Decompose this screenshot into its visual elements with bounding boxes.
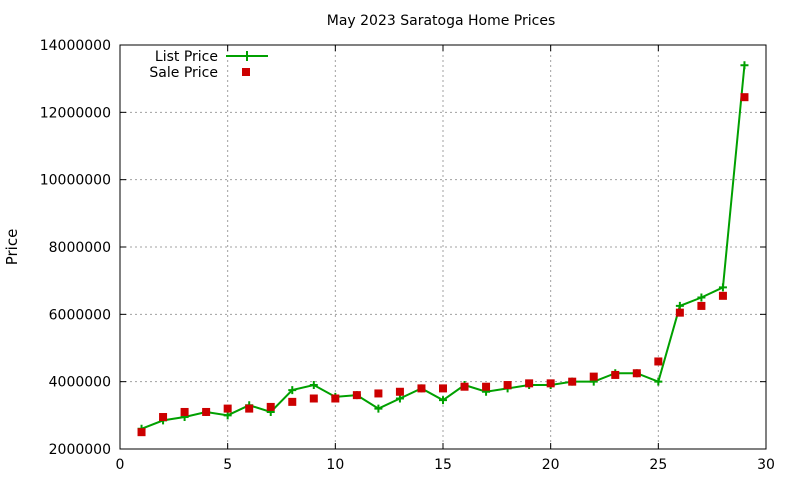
sale-price-point <box>223 404 232 413</box>
sale-price-point <box>525 379 534 388</box>
list-price-point <box>675 301 684 310</box>
x-tick-label: 20 <box>542 457 560 473</box>
sale-price-point <box>503 381 512 390</box>
x-tick-label: 25 <box>649 457 667 473</box>
x-tick-label: 5 <box>223 457 232 473</box>
sale-price-point <box>546 379 555 388</box>
x-tick-label: 0 <box>116 457 125 473</box>
sale-price-point <box>568 377 577 386</box>
list-price-point <box>374 404 383 413</box>
sale-price-point <box>245 404 254 413</box>
sale-price-point <box>482 382 491 391</box>
sale-price-point <box>309 394 318 403</box>
y-tick-labels: 2000000 4000000 6000000 8000000 10000000 1200… <box>40 38 111 458</box>
y-tick-label: 8000000 <box>49 240 111 256</box>
sale-price-point <box>266 402 275 411</box>
sale-price-point <box>697 301 706 310</box>
list-price-point <box>223 411 232 420</box>
sale-price-point <box>288 397 297 406</box>
x-tick-label: 15 <box>434 457 452 473</box>
sale-price-point <box>352 391 361 400</box>
sale-price-point <box>718 291 727 300</box>
sale-price-point <box>395 387 404 396</box>
sale-price-point <box>589 372 598 381</box>
sale-price-point <box>460 382 469 391</box>
sale-price-point <box>654 357 663 366</box>
sale-price-point <box>331 394 340 403</box>
list-price-point <box>718 283 727 292</box>
x-tick-labels: 0 5 10 15 20 25 30 <box>116 457 775 473</box>
sale-price-point <box>417 384 426 393</box>
y-axis-label: Price <box>3 229 21 266</box>
x-tick-label: 10 <box>326 457 344 473</box>
y-tick-label: 14000000 <box>40 38 111 54</box>
legend-marker-sale-price <box>242 68 250 76</box>
list-price-point <box>697 293 706 302</box>
y-tick-label: 6000000 <box>49 307 111 323</box>
chart-title: May 2023 Saratoga Home Prices <box>327 13 555 29</box>
axes <box>119 44 767 450</box>
list-price-point <box>740 61 749 70</box>
series-layer <box>137 61 749 437</box>
sale-price-point <box>439 384 447 393</box>
legend: List Price Sale Price <box>149 49 268 81</box>
sale-price-point <box>675 308 684 317</box>
list-price-point <box>395 394 404 403</box>
sale-price-point <box>740 93 749 102</box>
sale-price-point <box>632 369 641 378</box>
legend-label-list-price: List Price <box>155 49 218 65</box>
sale-price-point <box>137 428 146 437</box>
list-price-point <box>288 386 297 395</box>
y-tick-label: 10000000 <box>40 173 111 189</box>
y-tick-label: 4000000 <box>49 375 111 391</box>
y-tick-label: 12000000 <box>40 105 111 121</box>
sale-price-point <box>611 370 620 379</box>
list-price-point <box>309 381 318 390</box>
list-price-point <box>654 377 663 386</box>
sale-price-point <box>202 407 211 416</box>
list-price-point <box>439 396 447 405</box>
legend-marker-list-price <box>242 51 252 61</box>
legend-label-sale-price: Sale Price <box>149 65 218 81</box>
x-tick-label: 30 <box>757 457 775 473</box>
y-tick-label: 2000000 <box>49 442 111 458</box>
sale-price-point <box>180 407 189 416</box>
sale-price-point <box>374 389 383 398</box>
sale-price-point <box>159 413 168 422</box>
